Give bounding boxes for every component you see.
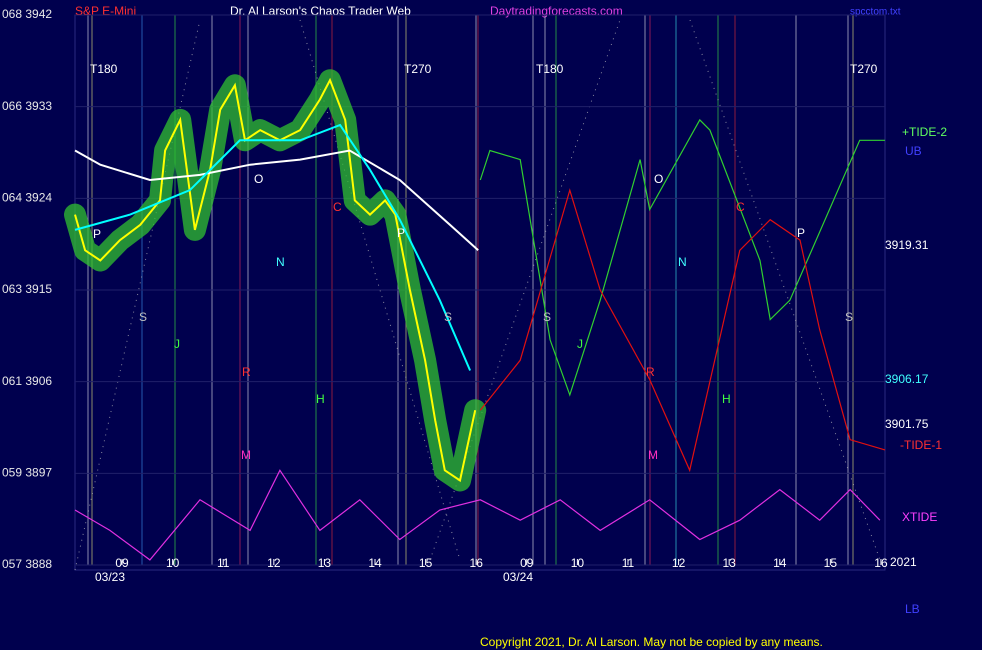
cycle-annotation: T270 (850, 62, 878, 76)
x-tick-label: 13 (722, 556, 736, 570)
date-label: 03/23 (95, 570, 125, 584)
right-label: 3906.17 (885, 372, 929, 386)
cycle-annotation: C (736, 200, 745, 214)
x-tick-label: 11 (217, 556, 230, 570)
cycle-annotation: S (444, 310, 452, 324)
x-tick-label: 16 (470, 556, 484, 570)
y-tick-label: 057 3888 (2, 557, 52, 571)
cycle-annotation: T180 (536, 62, 564, 76)
x-tick-label: 15 (824, 556, 838, 570)
cycle-annotation: J (174, 337, 180, 351)
right-label: XTIDE (902, 510, 937, 524)
x-tick-label: 15 (419, 556, 433, 570)
right-label: +TIDE-2 (902, 125, 947, 139)
file-name: spcctom.txt (850, 7, 901, 18)
copyright: Copyright 2021, Dr. Al Larson. May not b… (480, 635, 823, 649)
x-tick-label: 11 (622, 556, 635, 570)
cycle-annotation: T270 (404, 62, 432, 76)
series-line (74, 149, 479, 252)
cycle-annotation: N (276, 255, 285, 269)
right-label: 3919.31 (885, 238, 929, 252)
cycle-annotation: S (543, 310, 551, 324)
x-tick-label: 14 (773, 556, 787, 570)
x-tick-label: 13 (318, 556, 332, 570)
right-label: -TIDE-1 (900, 438, 942, 452)
cycle-annotation: S (139, 310, 147, 324)
y-tick-label: 061 3906 (2, 374, 52, 388)
cycle-annotation: J (577, 337, 583, 351)
cycle-annotation: H (722, 392, 731, 406)
right-label: UB (905, 144, 922, 158)
cycle-annotation: N (678, 255, 687, 269)
cycle-annotation: M (241, 448, 251, 462)
series-line (479, 118, 885, 397)
x-tick-label: 14 (368, 556, 382, 570)
right-label: 2021 (890, 555, 917, 569)
x-tick-label: 09 (115, 556, 129, 570)
cycle-annotation: C (333, 200, 342, 214)
cycle-annotation: R (646, 365, 655, 379)
cycle-annotation: R (242, 365, 251, 379)
x-tick-label: 10 (571, 556, 585, 570)
x-tick-label: 09 (520, 556, 534, 570)
cycle-annotation: P (797, 226, 805, 240)
x-tick-label: 12 (267, 556, 281, 570)
cycle-annotation: P (397, 226, 405, 240)
cycle-annotation: H (316, 392, 325, 406)
cycle-annotation: P (93, 227, 101, 241)
series-line (74, 469, 881, 561)
right-label: LB (905, 602, 920, 616)
cycle-annotation: O (254, 172, 263, 186)
y-tick-label: 068 3942 (2, 7, 52, 21)
x-tick-label: 10 (166, 556, 180, 570)
x-tick-label: 12 (672, 556, 686, 570)
x-tick-label: 16 (874, 556, 888, 570)
y-tick-label: 059 3897 (2, 466, 52, 480)
instrument: S&P E-Mini (75, 4, 136, 18)
dotted-cycle (74, 19, 201, 571)
y-tick-label: 066 3933 (2, 99, 52, 113)
right-label: 3901.75 (885, 417, 929, 431)
cycle-annotation: O (654, 172, 663, 186)
cycle-annotation: M (648, 448, 658, 462)
cycle-annotation: T180 (90, 62, 118, 76)
chart-title: Dr. Al Larson's Chaos Trader Web (230, 4, 411, 18)
y-tick-label: 063 3915 (2, 282, 52, 296)
y-tick-label: 064 3924 (2, 191, 52, 205)
cycle-annotation: S (845, 310, 853, 324)
series-line (479, 188, 886, 473)
date-label: 03/24 (503, 570, 533, 584)
series-line (74, 123, 472, 371)
